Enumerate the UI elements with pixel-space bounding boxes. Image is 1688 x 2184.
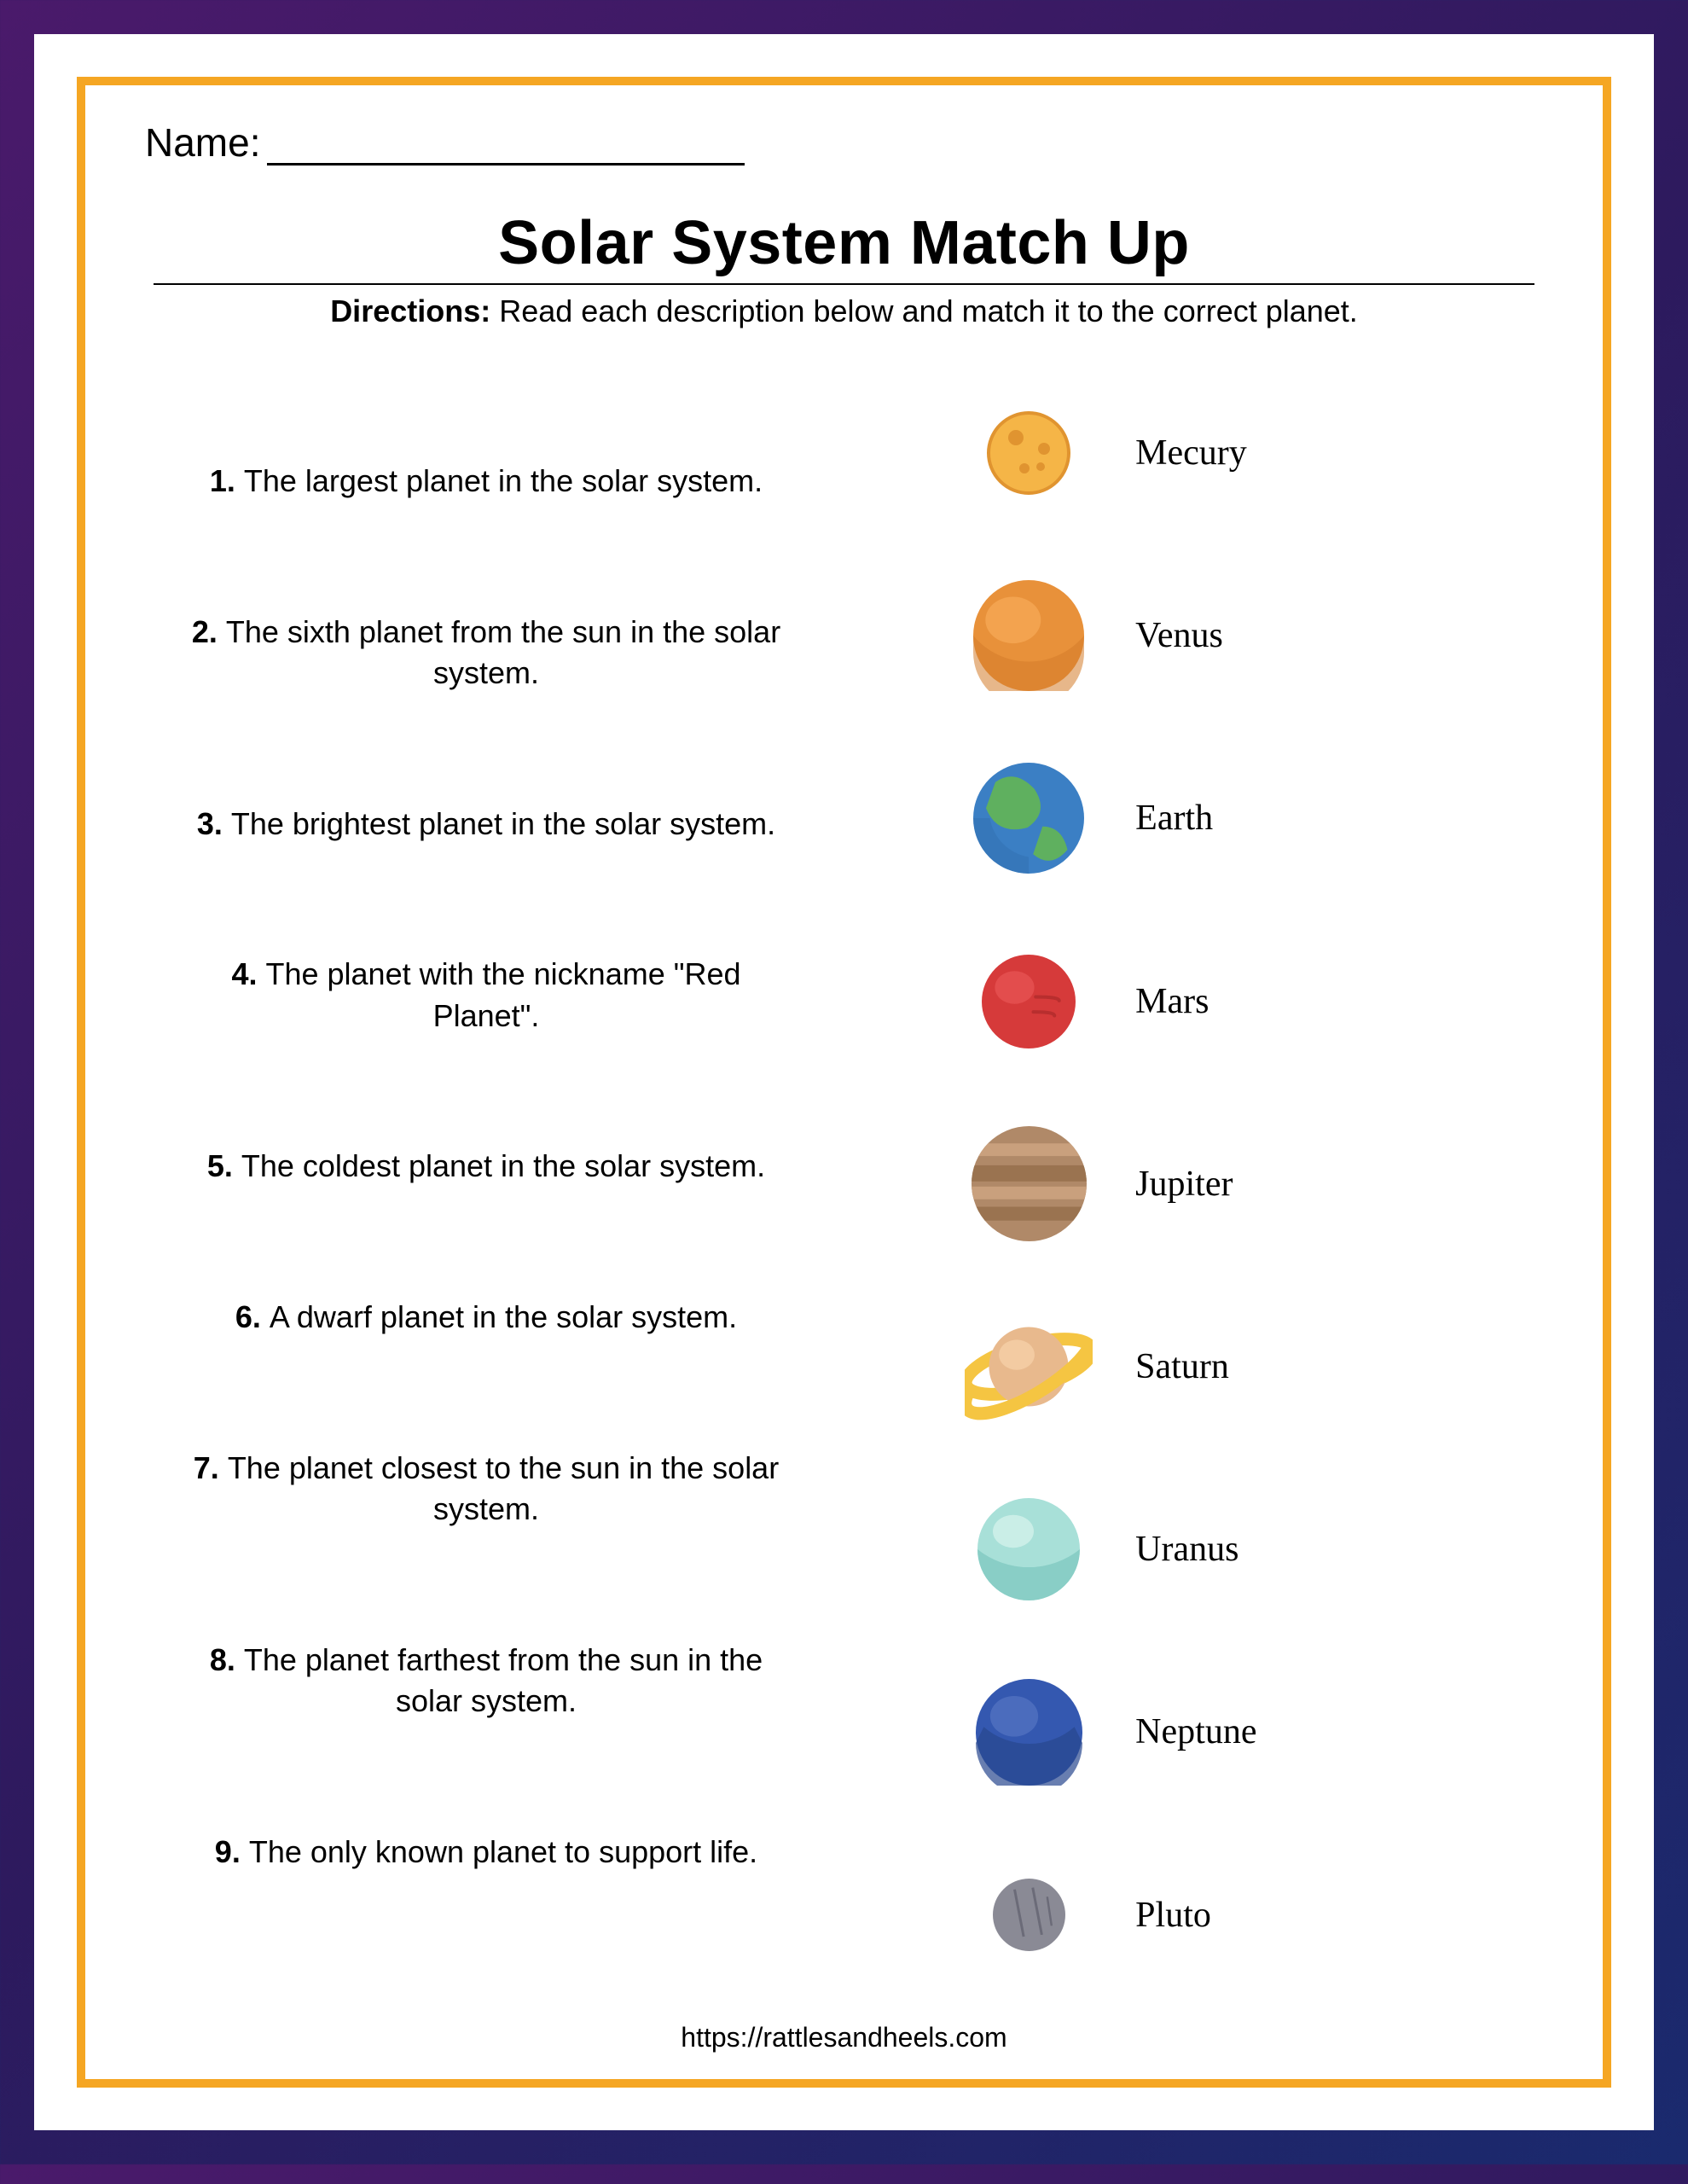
- planet-row: Uranus: [965, 1485, 1543, 1613]
- planet-label: Pluto: [1135, 1895, 1211, 1936]
- name-label: Name:: [145, 119, 260, 166]
- footer-url: https://rattlesandheels.com: [145, 2022, 1543, 2053]
- clue-text: The planet closest to the sun in the sol…: [228, 1450, 779, 1527]
- uranus-icon: [965, 1485, 1093, 1613]
- clue-number: 4.: [231, 956, 265, 991]
- planet-row: Neptune: [965, 1668, 1543, 1796]
- earth-icon: [965, 754, 1093, 882]
- planet-row: Saturn: [965, 1303, 1543, 1431]
- clue-item: 3. The brightest planet in the solar sys…: [179, 804, 793, 845]
- planet-row: Jupiter: [965, 1120, 1543, 1248]
- planets-column: Mecury Venus Earth Mars Jupiter: [965, 389, 1543, 2013]
- clue-item: 8. The planet farthest from the sun in t…: [179, 1640, 793, 1722]
- planet-row: Venus: [965, 572, 1543, 700]
- content-area: 1. The largest planet in the solar syste…: [145, 389, 1543, 2013]
- page-title: Solar System Match Up: [145, 208, 1543, 278]
- name-field-row: Name:: [145, 119, 1543, 166]
- planet-row: Earth: [965, 754, 1543, 882]
- clue-item: 6. A dwarf planet in the solar system.: [179, 1297, 793, 1339]
- planet-row: Mecury: [965, 389, 1543, 517]
- clue-text: The sixth planet from the sun in the sol…: [226, 614, 780, 691]
- directions-body: Read each description below and match it…: [490, 293, 1358, 328]
- clue-item: 7. The planet closest to the sun in the …: [179, 1448, 793, 1531]
- clue-number: 9.: [215, 1834, 249, 1869]
- clue-text: The brightest planet in the solar system…: [231, 806, 775, 841]
- worksheet-page: Name: Solar System Match Up Directions: …: [34, 34, 1654, 2130]
- clue-item: 4. The planet with the nickname "Red Pla…: [179, 954, 793, 1037]
- clue-item: 2. The sixth planet from the sun in the …: [179, 612, 793, 694]
- clue-number: 8.: [210, 1642, 244, 1677]
- planet-label: Saturn: [1135, 1346, 1229, 1387]
- planet-label: Venus: [1135, 615, 1223, 656]
- pluto-icon: [965, 1851, 1093, 1979]
- clue-number: 6.: [235, 1299, 270, 1334]
- clue-number: 5.: [207, 1148, 241, 1183]
- planet-row: Pluto: [965, 1851, 1543, 1979]
- planet-label: Earth: [1135, 798, 1213, 839]
- clue-text: A dwarf planet in the solar system.: [270, 1299, 737, 1334]
- clue-text: The coldest planet in the solar system.: [241, 1148, 765, 1183]
- title-divider: [154, 283, 1534, 285]
- planet-row: Mars: [965, 938, 1543, 1066]
- planet-label: Jupiter: [1135, 1164, 1233, 1205]
- planet-label: Uranus: [1135, 1529, 1238, 1570]
- clue-number: 7.: [194, 1450, 228, 1485]
- name-input-line[interactable]: [267, 126, 745, 166]
- inner-frame: Name: Solar System Match Up Directions: …: [77, 77, 1611, 2088]
- planet-label: Mecury: [1135, 433, 1247, 473]
- clue-item: 9. The only known planet to support life…: [179, 1832, 793, 1873]
- neptune-icon: [965, 1668, 1093, 1796]
- mercury-icon: [965, 389, 1093, 517]
- clues-column: 1. The largest planet in the solar syste…: [145, 389, 931, 2013]
- saturn-icon: [965, 1303, 1093, 1431]
- clue-item: 5. The coldest planet in the solar syste…: [179, 1146, 793, 1188]
- mars-icon: [965, 938, 1093, 1066]
- directions-label: Directions:: [330, 293, 490, 328]
- clue-text: The planet farthest from the sun in the …: [244, 1642, 763, 1719]
- planet-label: Neptune: [1135, 1711, 1256, 1752]
- clue-number: 1.: [210, 463, 244, 498]
- clue-number: 3.: [197, 806, 231, 841]
- clue-text: The only known planet to support life.: [249, 1834, 757, 1869]
- clue-text: The largest planet in the solar system.: [244, 463, 763, 498]
- clue-item: 1. The largest planet in the solar syste…: [179, 461, 793, 502]
- clue-number: 2.: [192, 614, 226, 649]
- planet-label: Mars: [1135, 981, 1209, 1022]
- clue-text: The planet with the nickname "Red Planet…: [265, 956, 740, 1033]
- venus-icon: [965, 572, 1093, 700]
- jupiter-icon: [965, 1120, 1093, 1248]
- directions-text: Directions: Read each description below …: [145, 293, 1543, 329]
